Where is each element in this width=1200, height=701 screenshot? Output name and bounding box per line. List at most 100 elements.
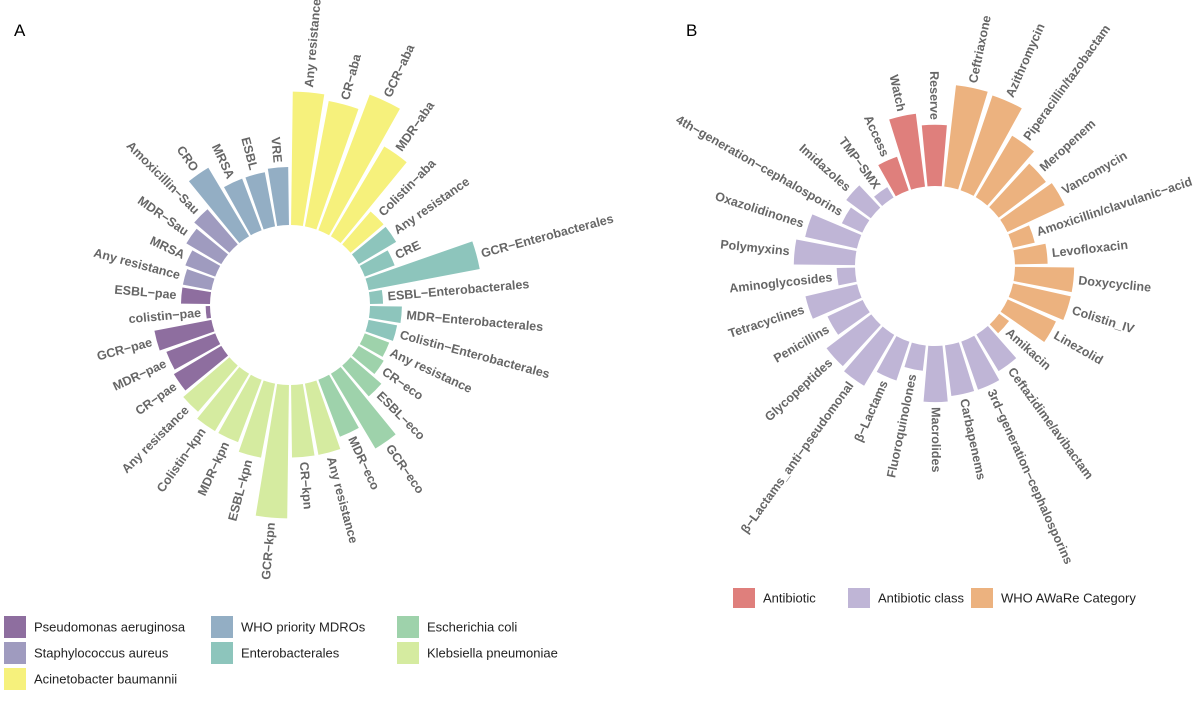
legend-swatch-eco (397, 616, 419, 638)
bar-gcr-eco-14 (330, 366, 396, 449)
panel-a-letter: A (14, 21, 26, 40)
bar-3rd-generation-cephalosporins-12 (961, 335, 1000, 390)
bar-imidazoles-25 (846, 185, 881, 219)
legend-swatch-pae (4, 616, 26, 638)
legend-swatch-kpn (397, 642, 419, 664)
bar-any-resistance-28 (182, 269, 215, 291)
bar-4th-generation-cephalosporins-24 (841, 207, 870, 233)
bar-linezolid-9 (1000, 299, 1056, 342)
legend-swatch-aba (4, 668, 26, 690)
bar-label-meropenem-3: Meropenem (1037, 117, 1098, 175)
bar-cr-pae-23 (173, 345, 229, 391)
legend-label-eco: Escherichia coli (427, 620, 517, 635)
legend-swatch-ent (211, 642, 233, 664)
bar-label-gcr-enterobacterales-7: GCR−Enterobacterales (480, 212, 616, 261)
bar-label-carbapenems-13: Carbapenems (957, 397, 988, 481)
bar-label-azithromycin-1: Azithromycin (1003, 21, 1048, 99)
bar-tmp-smx-26 (874, 187, 894, 206)
bar-gcr-kpn-18 (255, 383, 289, 519)
legend-swatch-aware (971, 588, 993, 608)
bar-fluoroquinolones-15 (904, 342, 926, 371)
bar-label-ceftriaxone-0: Ceftriaxone (966, 14, 994, 84)
bar-mdr-eco-15 (318, 374, 359, 437)
legend-label-kpn: Klebsiella pneumoniae (427, 646, 558, 661)
bar-vre-35 (267, 167, 289, 227)
bar-esbl-enterobacterales-8 (368, 290, 384, 304)
bar-cr-aba-1 (304, 101, 359, 230)
legend-swatch-antibiotic (733, 588, 755, 608)
bar-label-cr-kpn-17: CR−kpn (297, 461, 315, 510)
bar-doxycycline-7 (1013, 266, 1075, 293)
bar-colistin-aba-4 (342, 211, 384, 253)
panel-b-chart: Ceftriaxone AzithromycinPiperacillin/tazo… (674, 14, 1194, 566)
legend-swatch-sau (4, 642, 26, 664)
bar-label-reserve-29: Reserve (927, 71, 941, 120)
bar-mdr-pae-24 (166, 333, 221, 370)
bar-ceftazidime-avibactam-11 (976, 326, 1017, 372)
legend-label-aba: Acinetobacter baumannii (34, 672, 177, 687)
bar-cr-eco-12 (351, 345, 384, 374)
bar-gcr-pae-25 (154, 319, 215, 351)
bar-label-polymyxins-22: Polymyxins (720, 238, 791, 259)
panel-a-chart: Any resistance CR−aba GCR−abaMDR−abaColist… (92, 0, 615, 580)
bar-label-macrolides-14: Macrolides (929, 407, 943, 472)
bar-label-colistin-iv-8: Colistin_IV (1070, 303, 1136, 336)
legend-label-abclass: Antibiotic class (878, 591, 964, 606)
bar-colistin-kpn-21 (197, 366, 250, 432)
bar-label-lactams-16: β−Lactams (852, 378, 891, 444)
bar-macrolides-14 (923, 345, 948, 403)
bar-label-gcr-pae-25: GCR−pae (95, 335, 153, 363)
bar-colistin-iv-8 (1008, 283, 1071, 320)
panel-b-legend: Antibiotic Antibiotic class WHO AWaRe Cate… (733, 588, 1136, 608)
bar-ceftriaxone-0 (944, 85, 988, 190)
bar-cre-6 (359, 250, 395, 277)
bar-label-watch-28: Watch (887, 73, 909, 112)
bar-amoxicillin-sau-31 (194, 209, 238, 253)
bar-mdr-kpn-20 (218, 374, 262, 443)
legend-label-antibiotic: Antibiotic (763, 591, 816, 606)
bar-label-fluoroquinolones-15: Fluoroquinolones (884, 373, 919, 479)
bar-esbl-eco-13 (342, 357, 382, 397)
bar-esbl-34 (245, 172, 276, 230)
legend-swatch-abclass (848, 588, 870, 608)
bar-label-cr-aba-1: CR−aba (338, 52, 364, 102)
bar-access-27 (878, 156, 909, 197)
legend-label-pae: Pseudomonas aeruginosa (34, 620, 186, 635)
bar-gcr-enterobacterales-7 (365, 241, 480, 291)
bar-label-cro-32: CRO (174, 143, 202, 174)
bar-azithromycin-1 (960, 95, 1022, 196)
panel-a-legend: Pseudomonas aeruginosa WHO priority MDROs… (4, 616, 558, 690)
bar-aminoglycosides-21 (836, 267, 857, 286)
bar-label-any-resistance-0: Any resistance (302, 0, 324, 88)
legend-label-ent: Enterobacterales (241, 646, 340, 661)
bar-esbl-kpn-19 (238, 380, 276, 458)
bar-colistin-enterobacterales-10 (365, 319, 398, 341)
bar-any-resistance-22 (183, 357, 238, 412)
bar-meropenem-3 (989, 163, 1046, 218)
bar-label-esbl-34: ESBL (238, 136, 260, 172)
bar-label-mdr-aba-3: MDR−aba (393, 98, 438, 154)
legend-label-aware: WHO AWaRe Category (1001, 591, 1136, 606)
bar-vancomycin-4 (1000, 183, 1065, 232)
bar-reserve-29 (921, 124, 947, 187)
bar-label-colistin-pae-26: colistin−pae (128, 306, 202, 326)
bar-label-gcr-kpn-18: GCR−kpn (259, 522, 278, 580)
bar-gcr-aba-2 (318, 94, 400, 236)
legend-label-sau: Staphylococcus aureus (34, 646, 169, 661)
bar-any-resistance-16 (304, 380, 341, 455)
bar-label-linezolid-9: Linezolid (1051, 328, 1105, 367)
bar-label-gcr-eco-14: GCR−eco (383, 442, 427, 497)
bar-label-mrsa-29: MRSA (148, 234, 187, 262)
bar-label-vre-35: VRE (268, 136, 284, 163)
bar-glycopeptides-18 (826, 314, 881, 367)
bar-label-access-27: Access (861, 113, 892, 159)
bar-label-levofloxacin-6: Levofloxacin (1051, 238, 1128, 260)
bar-amoxicillin-clavulanic-acid-5 (1008, 225, 1035, 248)
panel-b-letter: B (686, 21, 697, 40)
bar-amikacin-10 (989, 313, 1010, 334)
bar-carbapenems-13 (944, 342, 975, 396)
bar-label-lactams-anti-pseudomonal-17: β−Lactams_anti−pseudomonal (738, 379, 856, 536)
bar-any-resistance-11 (359, 333, 390, 357)
bar-label-mdr-enterobacterales-9: MDR−Enterobacterales (406, 308, 544, 334)
